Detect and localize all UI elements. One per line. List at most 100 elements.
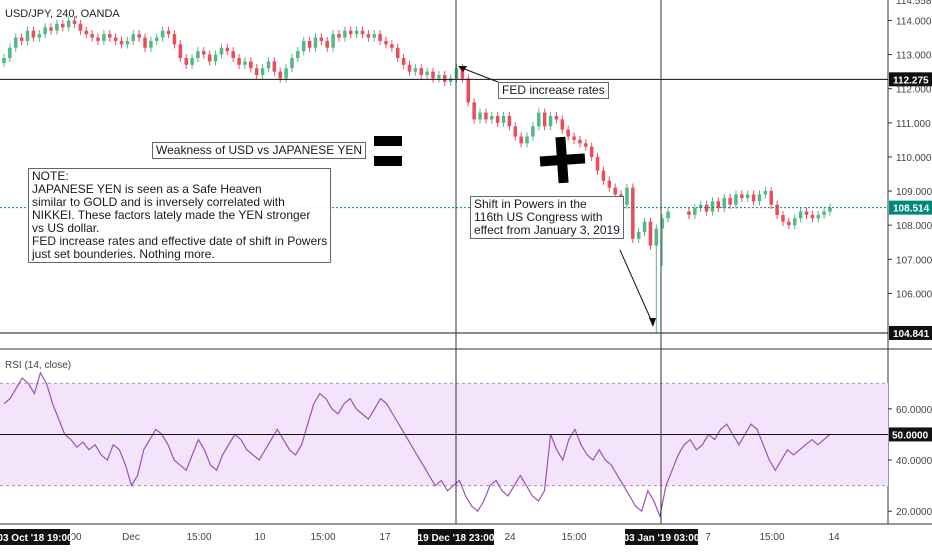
- time-highlight-label-2: 03 Jan '19 03:00: [624, 533, 700, 544]
- time-label-8: 15:00: [759, 532, 784, 543]
- candle: [13, 37, 18, 48]
- candle: [781, 214, 785, 222]
- candle: [595, 156, 600, 171]
- candle: [260, 68, 265, 76]
- candle: [61, 23, 65, 28]
- time-highlight-box-2: [625, 529, 698, 545]
- price-top-partial-label: 114.558: [896, 0, 932, 7]
- candle: [601, 170, 606, 181]
- candle: [254, 68, 259, 76]
- candle: [501, 116, 506, 123]
- candle: [716, 201, 721, 209]
- time-label-6: 15:00: [561, 532, 586, 543]
- candle: [584, 143, 588, 147]
- candle: [548, 116, 553, 127]
- candle: [751, 194, 756, 202]
- candle: [166, 30, 171, 35]
- rsi-line: [3, 371, 831, 519]
- candle: [337, 34, 341, 38]
- candle: [301, 40, 306, 52]
- candle: [448, 78, 453, 82]
- candle: [478, 112, 482, 120]
- candle: [131, 34, 136, 41]
- candle: [613, 187, 617, 195]
- candle: [290, 58, 294, 69]
- price-tick-label-8: 106.000: [896, 289, 932, 300]
- candle: [66, 20, 71, 28]
- time-highlight-label-0: 03 Oct '18 19:00: [0, 533, 73, 544]
- candle: [149, 40, 153, 48]
- candle: [225, 47, 230, 52]
- candle: [313, 37, 318, 48]
- price-tick-label-5: 109.000: [896, 187, 932, 198]
- time-label-5: 24: [504, 532, 516, 543]
- shift-annotation[interactable]: Shift in Powers in the 116th US Congress…: [470, 196, 624, 239]
- candle: [360, 30, 365, 35]
- rsi-tick-label-1: 40.0000: [896, 456, 932, 467]
- candle: [202, 51, 206, 55]
- candle: [687, 211, 691, 215]
- time-label-0: Dec: [122, 532, 140, 543]
- candle: [660, 218, 664, 229]
- candle: [343, 30, 347, 38]
- candle: [798, 211, 803, 219]
- fed-annotation[interactable]: FED increase rates: [498, 82, 609, 99]
- candle: [787, 221, 791, 226]
- candle: [769, 191, 773, 205]
- candle: [172, 34, 177, 45]
- candle: [272, 61, 277, 72]
- price-tick-label-0: 114.000: [896, 16, 932, 27]
- candle: [72, 20, 77, 24]
- candle: [125, 40, 130, 45]
- weakness-annotation[interactable]: Weakness of USD vs JAPANESE YEN: [152, 142, 367, 159]
- candle: [466, 78, 471, 103]
- rsi-tick-label-2: 20.0000: [896, 507, 932, 518]
- shift-arrowhead: [649, 318, 656, 327]
- candle: [757, 194, 762, 202]
- price-marker-box-0: [889, 72, 932, 87]
- time-label-2: 10: [254, 532, 266, 543]
- candle: [178, 44, 183, 58]
- time-label-4: 17: [379, 532, 391, 543]
- candle: [407, 64, 412, 72]
- candle: [537, 112, 541, 127]
- candle: [828, 207, 832, 212]
- candle: [704, 204, 709, 212]
- candle: [160, 30, 165, 38]
- candle: [513, 126, 518, 137]
- candle: [460, 68, 465, 79]
- equals-top-bar: [374, 136, 402, 146]
- candle: [78, 23, 83, 31]
- candle: [810, 214, 815, 219]
- candle: [119, 40, 124, 45]
- candle: [822, 211, 826, 215]
- candle: [710, 201, 715, 212]
- candle: [666, 211, 670, 219]
- price-marker-box-2: [889, 325, 932, 340]
- candle: [37, 34, 42, 38]
- candle: [55, 23, 59, 31]
- candle: [419, 68, 424, 76]
- candle: [325, 40, 329, 48]
- candle: [331, 34, 335, 48]
- candle: [560, 119, 565, 130]
- candle: [792, 218, 797, 226]
- candle: [472, 102, 476, 120]
- candle: [745, 194, 750, 198]
- candle: [395, 47, 400, 58]
- time-label-partial: 00: [70, 532, 82, 543]
- candle: [237, 58, 241, 65]
- time-highlight-box-1: [418, 529, 494, 545]
- candle: [578, 139, 582, 144]
- candle: [378, 34, 382, 41]
- candle: [8, 47, 12, 58]
- candle: [654, 228, 659, 246]
- note-annotation[interactable]: NOTE: JAPANESE YEN is seen as a Safe Hea…: [28, 168, 332, 263]
- candle: [266, 61, 271, 69]
- time-label-7: 7: [705, 532, 711, 543]
- candle: [43, 27, 47, 35]
- candle: [207, 54, 212, 62]
- candle: [348, 30, 353, 35]
